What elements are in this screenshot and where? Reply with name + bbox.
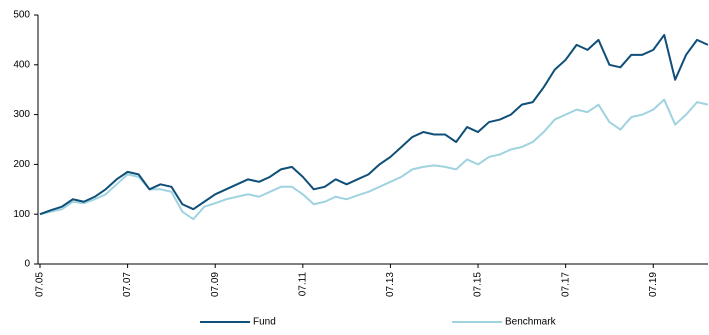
legend-label: Benchmark [505, 317, 557, 328]
y-tick-label: 300 [13, 109, 30, 120]
y-tick-label: 400 [13, 59, 30, 70]
series-line [39, 98, 709, 221]
y-tick-label: 200 [13, 159, 30, 170]
x-tick-label: 07.11 [297, 272, 308, 297]
x-tick-label: 07.15 [473, 272, 484, 297]
y-tick-label: 100 [13, 209, 30, 220]
x-tick-label: 07.09 [210, 272, 221, 297]
x-tick-label: 07.05 [35, 272, 46, 297]
x-tick-label: 07.17 [560, 272, 571, 297]
y-tick-label: 0 [24, 259, 30, 270]
x-tick-label: 07.19 [648, 272, 659, 297]
series-line [39, 33, 709, 216]
x-tick-label: 07.07 [122, 272, 133, 297]
y-tick-label: 500 [13, 10, 30, 21]
legend-label: Fund [253, 317, 276, 328]
x-tick-label: 07.13 [385, 272, 396, 297]
